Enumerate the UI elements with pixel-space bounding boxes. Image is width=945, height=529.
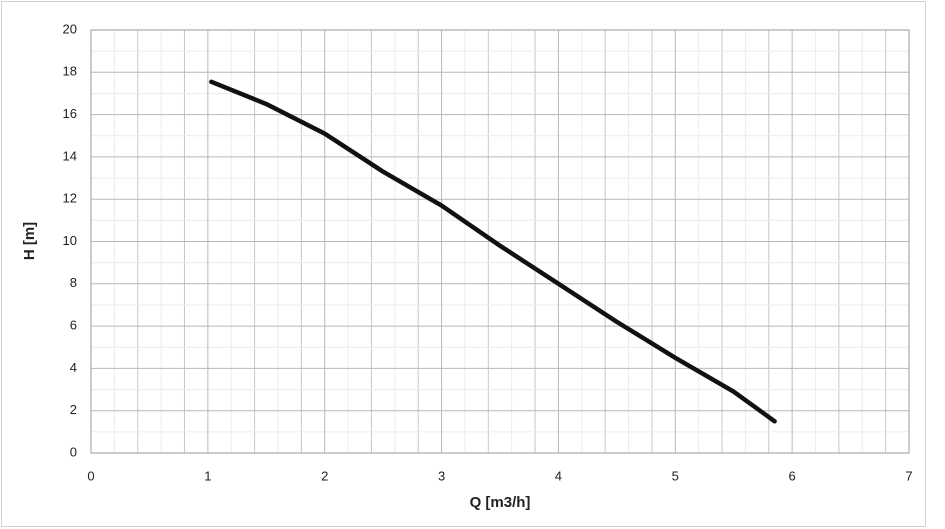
y-tick-label: 6 — [70, 318, 77, 333]
x-tick-label: 3 — [438, 468, 445, 483]
x-tick-label: 5 — [672, 468, 679, 483]
y-tick-label: 12 — [63, 191, 77, 206]
y-tick-label: 4 — [70, 360, 77, 375]
line-series — [209, 79, 777, 424]
x-tick-label: 0 — [87, 468, 94, 483]
x-tick-label: 7 — [905, 468, 912, 483]
x-tick-label: 2 — [321, 468, 328, 483]
plot-border — [90, 29, 910, 454]
x-tick-label: 6 — [789, 468, 796, 483]
x-axis-title: Q [m3/h] — [470, 494, 531, 511]
frame — [1, 1, 926, 527]
y-tick-label: 18 — [63, 64, 77, 79]
y-tick-label: 2 — [70, 402, 77, 417]
y-tick-label: 10 — [63, 233, 77, 248]
y-axis-title: H [m] — [21, 222, 38, 260]
y-tick-label: 20 — [63, 21, 77, 36]
y-tick-label: 8 — [70, 275, 77, 290]
x-tick-label: 4 — [555, 468, 562, 483]
y-tick-label: 14 — [63, 148, 77, 163]
y-tick-label: 16 — [63, 106, 77, 121]
y-tick-label: 0 — [70, 444, 77, 459]
plot — [209, 79, 777, 424]
x-tick-label: 1 — [204, 468, 211, 483]
